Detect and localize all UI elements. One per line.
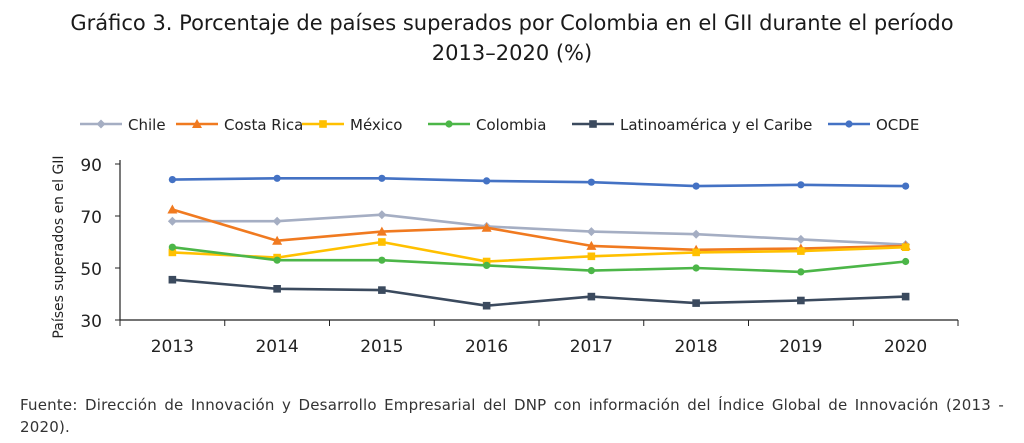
data-point-chile: [796, 234, 806, 244]
series-line-ocde: [172, 177, 906, 188]
x-tick-label: 2020: [884, 337, 927, 357]
data-point-latinoamerica-y-el-caribe: [378, 286, 386, 294]
legend-marker-mexico: [319, 120, 327, 128]
data-point-ocde: [692, 182, 700, 190]
data-point-mexico: [587, 252, 596, 261]
data-point-latinoamerica-y-el-caribe: [587, 292, 596, 301]
legend-item-colombia: Colombia: [428, 116, 547, 134]
legend-marker-ocde: [845, 120, 853, 128]
x-tick-label: 2019: [779, 337, 822, 357]
data-point-colombia: [902, 257, 910, 266]
legend-label-chile: Chile: [128, 116, 166, 134]
data-point-mexico: [378, 238, 386, 246]
data-point-colombia: [168, 243, 176, 251]
legend-label-colombia: Colombia: [476, 116, 547, 134]
x-tick-label: 2015: [360, 337, 403, 357]
data-point-ocde: [797, 181, 805, 189]
legend-item-mexico: México: [302, 116, 402, 134]
data-point-latinoamerica-y-el-caribe: [901, 292, 910, 301]
chart-legend: Chile Costa Rica México Colombia Latinoaméri…: [80, 116, 919, 134]
data-point-costa-rica: [272, 235, 283, 245]
y-tick-label: 90: [80, 156, 102, 176]
legend-label-ocde: OCDE: [876, 116, 919, 134]
series-line-colombia: [172, 245, 906, 274]
chart-title-line-2: 2013–2020 (%): [431, 41, 593, 65]
x-tick-label: 2016: [465, 337, 508, 357]
series-chile: [167, 210, 911, 250]
data-point-latinoamerica-y-el-caribe: [692, 299, 700, 307]
y-tick-label: 70: [80, 208, 102, 228]
series-colombia: [168, 243, 910, 276]
data-point-chile: [272, 216, 282, 226]
data-point-latinoamerica-y-el-caribe: [168, 275, 177, 284]
series-line-mexico: [172, 240, 906, 263]
legend-marker-costa-rica: [192, 119, 202, 128]
data-point-costa-rica: [167, 204, 178, 214]
data-point-colombia: [483, 261, 491, 269]
legend-item-chile: Chile: [80, 116, 166, 134]
data-point-chile: [167, 216, 177, 226]
data-point-mexico: [901, 243, 910, 251]
legend-marker-latinoamerica-y-el-caribe: [589, 120, 597, 128]
data-point-colombia: [378, 256, 386, 264]
line-chart: Chile Costa Rica México Colombia Latinoaméri…: [51, 116, 959, 357]
series-latinoamerica-y-el-caribe: [168, 275, 910, 310]
series-line-chile: [172, 213, 906, 246]
legend-marker-colombia: [445, 120, 453, 128]
legend-label-latinoamerica-y-el-caribe: Latinoamérica y el Caribe: [620, 116, 812, 134]
legend-label-mexico: México: [350, 116, 402, 134]
series-line-latinoamerica-y-el-caribe: [172, 278, 906, 308]
data-point-colombia: [797, 268, 805, 276]
data-point-colombia: [692, 264, 700, 272]
legend-item-latinoamerica-y-el-caribe: Latinoamérica y el Caribe: [572, 116, 812, 134]
y-tick-label: 30: [80, 312, 102, 332]
data-point-costa-rica: [586, 240, 597, 250]
data-point-mexico: [797, 247, 805, 255]
legend-label-costa-rica: Costa Rica: [224, 116, 303, 134]
data-point-ocde: [902, 182, 910, 190]
data-point-latinoamerica-y-el-caribe: [273, 285, 281, 293]
data-point-chile: [586, 227, 596, 237]
data-point-mexico: [692, 248, 700, 257]
x-tick-label: 2013: [151, 337, 194, 357]
data-point-ocde: [273, 174, 281, 182]
data-point-mexico: [168, 248, 177, 257]
chart-series: [167, 174, 911, 310]
data-point-latinoamerica-y-el-caribe: [482, 301, 491, 310]
x-tick-label: 2017: [570, 337, 613, 357]
legend-item-costa-rica: Costa Rica: [176, 116, 303, 134]
x-tick-label: 2018: [674, 337, 717, 357]
data-point-costa-rica: [376, 226, 387, 236]
data-point-chile: [691, 229, 701, 239]
y-axis-label: Países superados en el GII: [51, 155, 67, 338]
source-note: Fuente: Dirección de Innovación y Desarr…: [20, 396, 1004, 436]
data-point-chile: [377, 210, 387, 220]
x-tick-label: 2014: [255, 337, 298, 357]
data-point-latinoamerica-y-el-caribe: [797, 296, 805, 305]
series-line-costa-rica: [172, 208, 906, 252]
chart-axes: 30 50 70 90 2013 2014 2015 2016 2017 2018 2019 2020…: [51, 155, 959, 357]
data-point-colombia: [587, 267, 595, 275]
data-point-ocde: [483, 177, 491, 185]
data-point-ocde: [378, 174, 386, 182]
series-ocde: [168, 174, 910, 190]
chart-title: Gráfico 3. Porcentaje de países superado…: [0, 8, 1024, 68]
legend-item-ocde: OCDE: [828, 116, 919, 134]
data-point-ocde: [587, 178, 595, 186]
data-point-mexico: [482, 257, 491, 266]
data-point-ocde: [168, 176, 176, 184]
y-tick-label: 50: [80, 260, 102, 280]
chart-title-line-1: Gráfico 3. Porcentaje de países superado…: [70, 11, 954, 35]
legend-marker-chile: [96, 119, 106, 129]
data-point-colombia: [273, 256, 281, 264]
data-point-costa-rica: [481, 222, 492, 232]
